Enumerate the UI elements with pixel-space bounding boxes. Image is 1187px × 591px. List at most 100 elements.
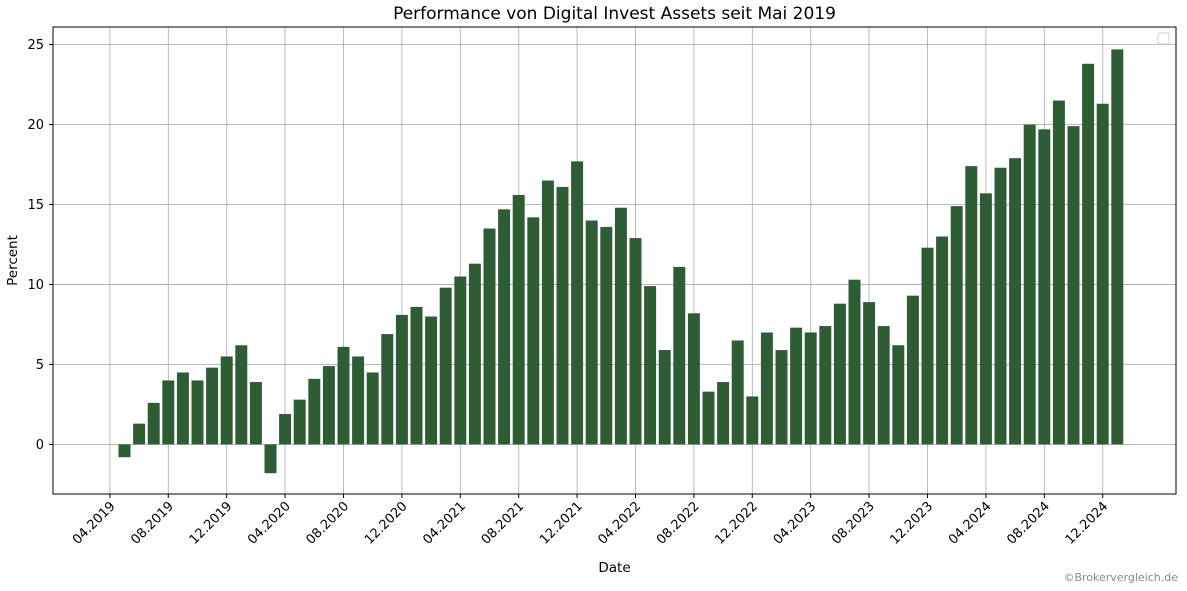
y-axis-ticks: 0 5 10 15 20 25	[27, 38, 53, 453]
y-axis-label: Percent	[5, 235, 21, 286]
bar	[279, 414, 292, 445]
bar	[571, 161, 584, 445]
bar	[804, 332, 817, 445]
bar	[965, 166, 978, 445]
bar	[848, 279, 861, 445]
bar	[541, 180, 554, 445]
chart-title: Performance von Digital Invest Assets se…	[393, 4, 836, 24]
bar	[512, 194, 525, 445]
bar	[468, 263, 481, 445]
bar	[410, 306, 423, 445]
bar	[249, 382, 262, 445]
bar	[731, 340, 744, 445]
bar	[819, 326, 832, 445]
bar	[220, 356, 233, 445]
x-tick-label: 04.2020	[245, 499, 294, 548]
bar	[687, 313, 700, 445]
bar	[717, 382, 730, 445]
x-tick-label: 12.2019	[187, 499, 236, 548]
bar	[790, 327, 803, 445]
bar	[293, 399, 306, 445]
bar	[921, 247, 934, 445]
bar	[614, 207, 627, 445]
bar	[322, 366, 335, 445]
x-tick-label: 04.2021	[420, 499, 469, 548]
bar	[1067, 126, 1080, 445]
x-tick-label: 08.2022	[654, 499, 703, 548]
x-axis-ticks: 04.2019 08.2019 12.2019 04.2020 08.2020 12.20…	[70, 494, 1111, 548]
bar	[527, 217, 540, 445]
bar	[746, 396, 759, 445]
bar	[673, 266, 686, 445]
x-tick-label: 12.2020	[362, 499, 411, 548]
bar	[863, 302, 876, 445]
x-tick-label: 04.2019	[70, 499, 119, 548]
bar	[308, 378, 321, 445]
legend-box	[1157, 32, 1170, 45]
bar	[352, 356, 365, 445]
bar	[833, 303, 846, 445]
bar	[775, 350, 788, 445]
y-tick-label: 5	[36, 358, 44, 373]
bar	[1111, 49, 1124, 445]
bar	[454, 276, 467, 445]
bar	[950, 206, 963, 445]
x-tick-label: 08.2023	[829, 499, 878, 548]
x-tick-label: 04.2024	[946, 499, 995, 548]
bar	[235, 345, 248, 445]
bar	[176, 372, 189, 445]
bar	[1082, 63, 1095, 445]
x-tick-label: 04.2023	[771, 499, 820, 548]
bar	[1052, 100, 1065, 445]
bar	[892, 345, 905, 445]
x-tick-label: 08.2021	[479, 499, 528, 548]
x-tick-label: 12.2021	[537, 499, 586, 548]
bar	[483, 228, 496, 445]
bar	[629, 238, 642, 445]
bars	[118, 49, 1124, 474]
x-tick-label: 04.2022	[596, 499, 645, 548]
bar	[906, 295, 919, 445]
y-tick-label: 0	[36, 438, 44, 453]
bar	[760, 332, 773, 445]
bar	[191, 380, 204, 445]
bar	[1023, 124, 1036, 445]
bar	[979, 193, 992, 445]
bar	[147, 402, 160, 445]
bar	[644, 286, 657, 445]
bar	[936, 236, 949, 445]
bar	[498, 209, 511, 445]
bar	[118, 444, 131, 458]
bar	[425, 316, 438, 445]
bar	[133, 423, 146, 445]
bar	[206, 367, 219, 445]
x-tick-label: 12.2023	[888, 499, 937, 548]
x-tick-label: 08.2019	[128, 499, 177, 548]
watermark: ©Brokervergleich.de	[1063, 571, 1178, 584]
x-axis-label: Date	[598, 560, 630, 576]
y-tick-label: 15	[27, 198, 44, 213]
axes-frame	[52, 26, 1177, 495]
x-tick-label: 12.2022	[712, 499, 761, 548]
bar	[337, 346, 350, 445]
bar	[395, 314, 408, 445]
bar	[600, 226, 613, 445]
y-tick-label: 20	[27, 118, 44, 133]
bar	[264, 444, 277, 474]
bar	[556, 186, 569, 445]
y-tick-label: 25	[27, 38, 44, 53]
y-tick-label: 10	[27, 278, 44, 293]
bar	[1009, 158, 1022, 445]
bar	[877, 326, 890, 445]
bar	[702, 391, 715, 445]
bar	[994, 167, 1007, 445]
bar	[585, 220, 598, 445]
x-tick-label: 12.2024	[1063, 499, 1112, 548]
bar	[366, 372, 379, 445]
bar	[1096, 103, 1109, 445]
x-tick-label: 08.2020	[304, 499, 353, 548]
x-tick-label: 08.2024	[1004, 499, 1053, 548]
bar	[162, 380, 175, 445]
bar	[658, 350, 671, 445]
